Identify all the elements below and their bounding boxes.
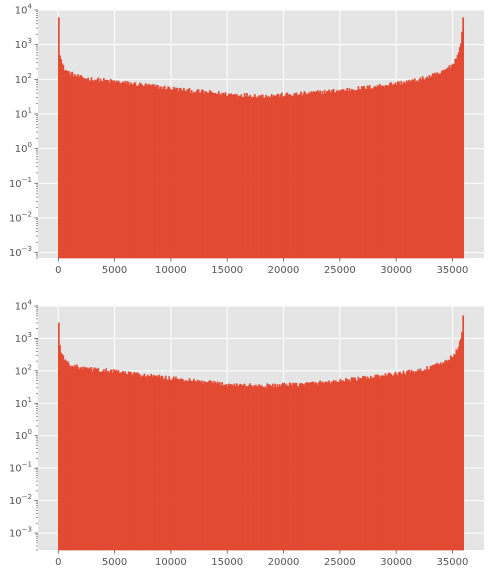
top-histogram-panel: 0 5000 10000 15000 20000 25000 30000 35000 10−3 1… — [9, 3, 484, 276]
y-tick-label: 101 — [15, 106, 32, 120]
x-tick-label: 30000 — [380, 557, 412, 568]
x-tick-label: 20000 — [268, 557, 300, 568]
x-tick-label: 15000 — [211, 557, 243, 568]
x-tick-label: 15000 — [211, 265, 243, 276]
x-tick-label: 5000 — [102, 557, 127, 568]
histogram-bars — [57, 315, 465, 551]
x-tick-label: 35000 — [437, 265, 469, 276]
x-tick-label: 35000 — [437, 557, 469, 568]
x-tick-label: 25000 — [324, 265, 356, 276]
x-tick-label: 0 — [55, 265, 61, 276]
y-tick-label: 100 — [15, 141, 32, 155]
histogram-bar — [462, 315, 465, 551]
x-tick-label: 25000 — [324, 557, 356, 568]
histogram-bar — [462, 17, 465, 259]
y-tick-label: 10−1 — [9, 461, 32, 475]
y-tick-label: 10−1 — [9, 176, 32, 190]
x-tick-label: 30000 — [380, 265, 412, 276]
y-tick-label: 10−2 — [9, 493, 32, 507]
y-tick-label: 102 — [15, 72, 32, 86]
y-tick-label: 102 — [15, 363, 32, 377]
x-tick-label: 10000 — [155, 265, 187, 276]
x-tick-label: 5000 — [102, 265, 127, 276]
y-tick-label: 10−3 — [9, 245, 32, 259]
y-tick-label: 10−2 — [9, 210, 32, 224]
y-tick-label: 104 — [15, 3, 33, 17]
histogram-bars — [57, 17, 465, 259]
x-tick-label: 0 — [55, 557, 61, 568]
x-tick-label: 20000 — [268, 265, 300, 276]
x-tick-label: 10000 — [155, 557, 187, 568]
y-tick-label: 103 — [15, 37, 32, 51]
bottom-histogram-panel: 0 5000 10000 15000 20000 25000 30000 35000 10−3 1… — [9, 299, 484, 568]
y-tick-label: 10−3 — [9, 526, 32, 540]
y-tick-label: 104 — [15, 299, 33, 313]
y-tick-label: 103 — [15, 331, 32, 345]
y-tick-label: 100 — [15, 428, 32, 442]
y-tick-label: 101 — [15, 396, 32, 410]
